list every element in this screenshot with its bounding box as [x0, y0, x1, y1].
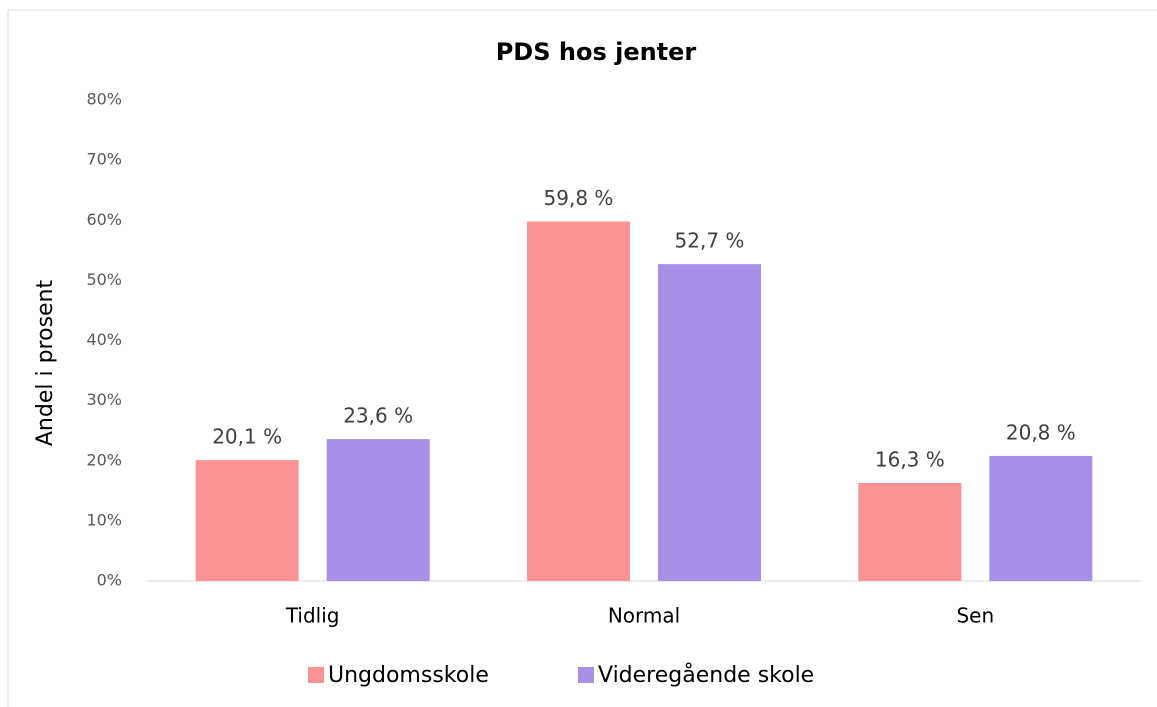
- x-tick-label: Sen: [956, 604, 994, 628]
- bar: [658, 264, 761, 581]
- bar: [195, 460, 299, 581]
- x-tick-label: Tidlig: [285, 604, 340, 628]
- y-tick-label: 20%: [86, 450, 122, 469]
- y-tick-label: 10%: [86, 510, 122, 529]
- value-label: 23,6 %: [343, 404, 413, 428]
- legend-label: Ungdomsskole: [328, 663, 489, 688]
- y-axis-label: Andel i prosent: [33, 280, 58, 447]
- y-tick-label: 80%: [86, 90, 122, 109]
- chart-title: PDS hos jenter: [496, 38, 697, 66]
- value-label: 59,8 %: [544, 186, 614, 210]
- legend-swatch: [578, 667, 594, 683]
- value-label: 16,3 %: [875, 447, 945, 471]
- bar: [989, 455, 1093, 581]
- value-label: 20,1 %: [212, 425, 282, 449]
- y-tick-label: 30%: [86, 390, 122, 409]
- y-tick-label: 40%: [86, 330, 122, 349]
- y-tick-label: 50%: [86, 270, 122, 289]
- y-tick-label: 60%: [86, 210, 122, 229]
- legend-label: Videregående skole: [598, 662, 814, 688]
- value-label: 20,8 %: [1006, 420, 1076, 444]
- bar: [527, 221, 630, 581]
- value-label: 52,7 %: [675, 229, 745, 253]
- x-tick-label: Normal: [608, 604, 680, 628]
- y-tick-label: 0%: [97, 571, 122, 590]
- bar: [326, 439, 430, 581]
- y-tick-label: 70%: [86, 150, 122, 169]
- bar: [858, 482, 962, 581]
- legend-swatch: [308, 667, 324, 683]
